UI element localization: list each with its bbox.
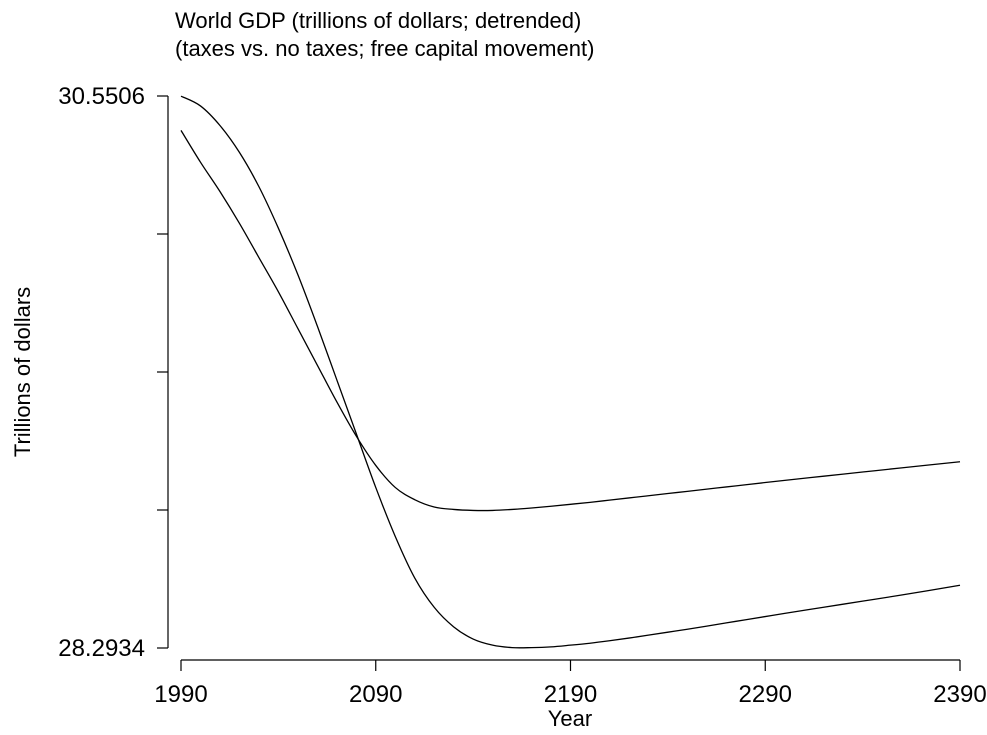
x-axis-label: Year [548, 706, 592, 731]
series-line-2 [180, 130, 961, 512]
chart-title: World GDP (trillions of dollars; detrend… [175, 8, 581, 33]
y-axis-label: Trillions of dollars [10, 287, 35, 457]
x-tick-label: 2190 [544, 681, 597, 708]
x-tick-label: 2290 [739, 681, 792, 708]
chart-subtitle: (taxes vs. no taxes; free capital moveme… [175, 36, 594, 61]
y-tick-label: 28.2934 [58, 635, 145, 662]
y-tick-label: 30.5506 [58, 83, 145, 110]
x-axis-ticks: 1990 2090 2190 2290 2390 [154, 660, 987, 708]
series-line-1 [180, 95, 961, 649]
x-tick-label: 2390 [933, 681, 986, 708]
series-lines [180, 95, 961, 649]
x-tick-label: 2090 [349, 681, 402, 708]
x-tick-label: 1990 [154, 681, 207, 708]
y-axis-ticks: 28.2934 30.5506 [58, 83, 168, 662]
